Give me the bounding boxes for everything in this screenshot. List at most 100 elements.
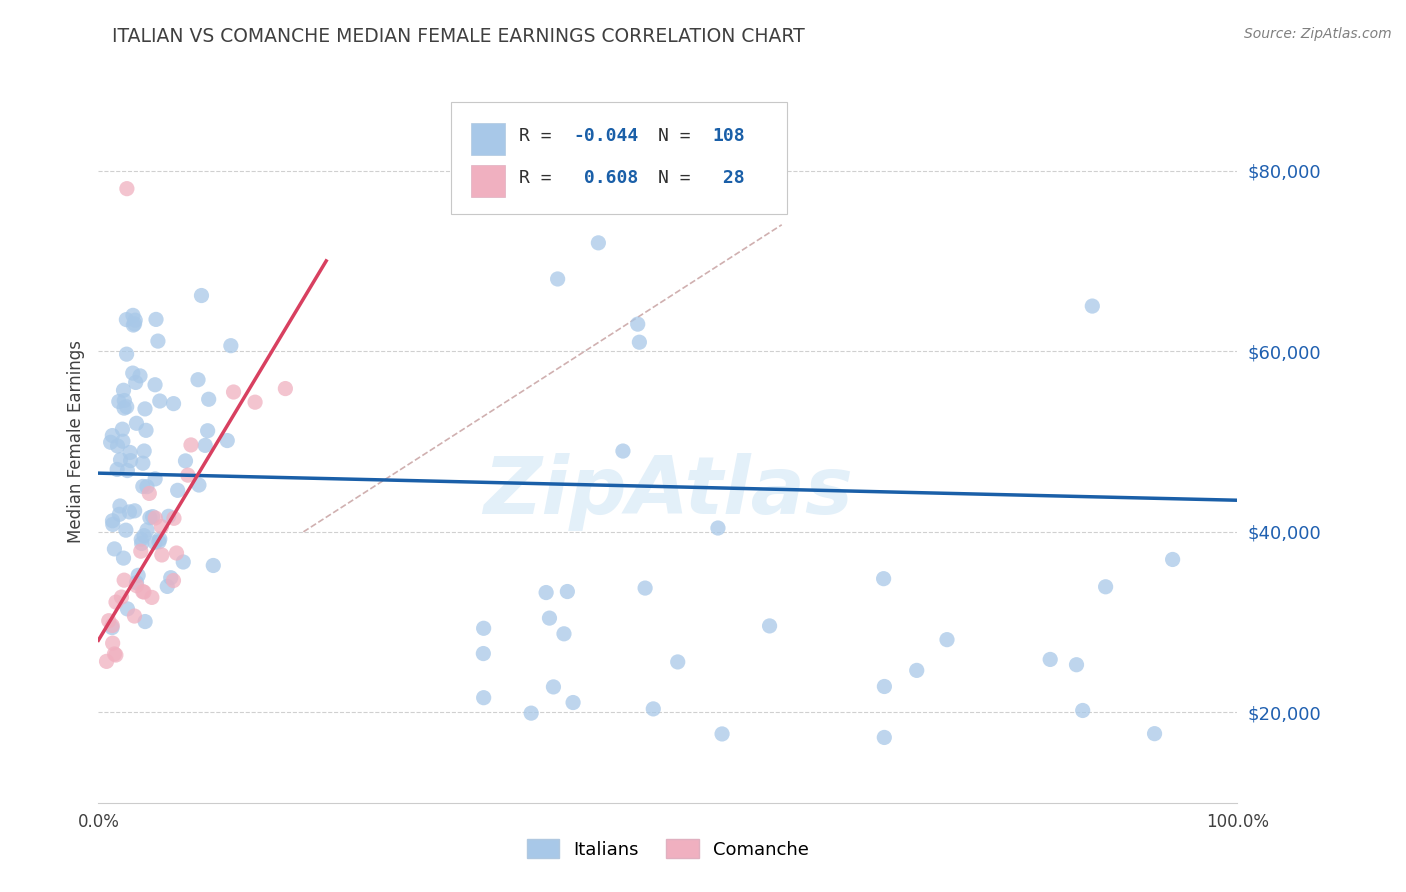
Point [172,555,194,569]
Point [1094,580,1116,594]
Point [121,366,143,380]
Point [666,655,689,669]
Point [122,309,145,323]
Point [143,377,166,392]
Point [148,534,170,549]
Legend: Italians, Comanche: Italians, Comanche [519,832,817,866]
Point [202,558,225,573]
Point [222,384,245,399]
Point [125,575,148,590]
Point [117,602,139,616]
Point [873,731,896,745]
Point [134,615,156,629]
Point [124,609,146,624]
Point [136,480,159,494]
Point [129,532,152,546]
Point [105,595,128,609]
Point [101,514,124,528]
Point [472,647,495,661]
Point [101,517,124,532]
Text: N =: N = [658,127,702,145]
Point [122,318,145,332]
Point [156,579,179,593]
Bar [471,123,505,154]
Point [97,614,120,628]
Point [1071,704,1094,718]
Point [547,272,569,286]
Point [872,572,894,586]
Point [143,472,166,486]
Text: 108: 108 [713,127,745,145]
Text: 28: 28 [713,169,745,186]
Point [243,395,266,409]
Point [125,376,148,390]
Point [112,551,135,566]
Point [112,384,135,398]
Point [124,313,146,327]
Point [187,373,209,387]
Point [166,483,188,498]
Point [612,444,634,458]
Point [217,434,239,448]
Point [105,462,128,476]
Point [538,611,561,625]
Point [101,636,124,650]
Point [110,590,132,604]
Point [1066,657,1088,672]
Point [1161,552,1184,566]
Point [103,647,125,661]
Point [149,532,172,546]
Point [146,334,169,348]
Point [135,423,157,437]
Point [150,548,173,562]
Point [132,479,155,493]
Text: Source: ZipAtlas.com: Source: ZipAtlas.com [1244,27,1392,41]
Point [162,574,184,588]
Point [110,452,132,467]
Text: 0.608: 0.608 [574,169,638,186]
Point [143,535,166,549]
Point [117,464,139,478]
Point [124,504,146,518]
Point [534,585,557,599]
Text: -0.044: -0.044 [574,127,638,145]
Point [557,584,579,599]
Point [136,523,159,537]
Point [115,523,138,537]
Point [108,499,131,513]
Point [634,581,657,595]
Point [134,401,156,416]
Point [1081,299,1104,313]
Point [115,400,138,414]
Point [96,654,118,668]
Point [132,585,155,599]
Point [112,573,135,587]
Point [936,632,959,647]
Text: N =: N = [658,169,711,186]
Point [112,393,135,408]
Point [101,621,124,635]
Point [274,382,297,396]
Point [120,453,142,467]
Point [134,444,156,458]
Point [219,339,242,353]
Point [1143,726,1166,740]
Point [588,235,610,250]
Point [115,347,138,361]
Point [472,621,495,635]
Point [627,317,650,331]
Point [141,591,163,605]
Point [180,438,202,452]
Text: R =: R = [519,127,562,145]
Text: ZipAtlas: ZipAtlas [482,453,853,531]
Point [104,648,127,662]
Point [1039,652,1062,666]
Point [129,544,152,558]
Point [118,445,141,459]
Point [107,394,129,409]
Point [101,428,124,442]
Point [129,368,152,383]
Point [100,435,122,450]
Point [707,521,730,535]
Point [562,696,585,710]
